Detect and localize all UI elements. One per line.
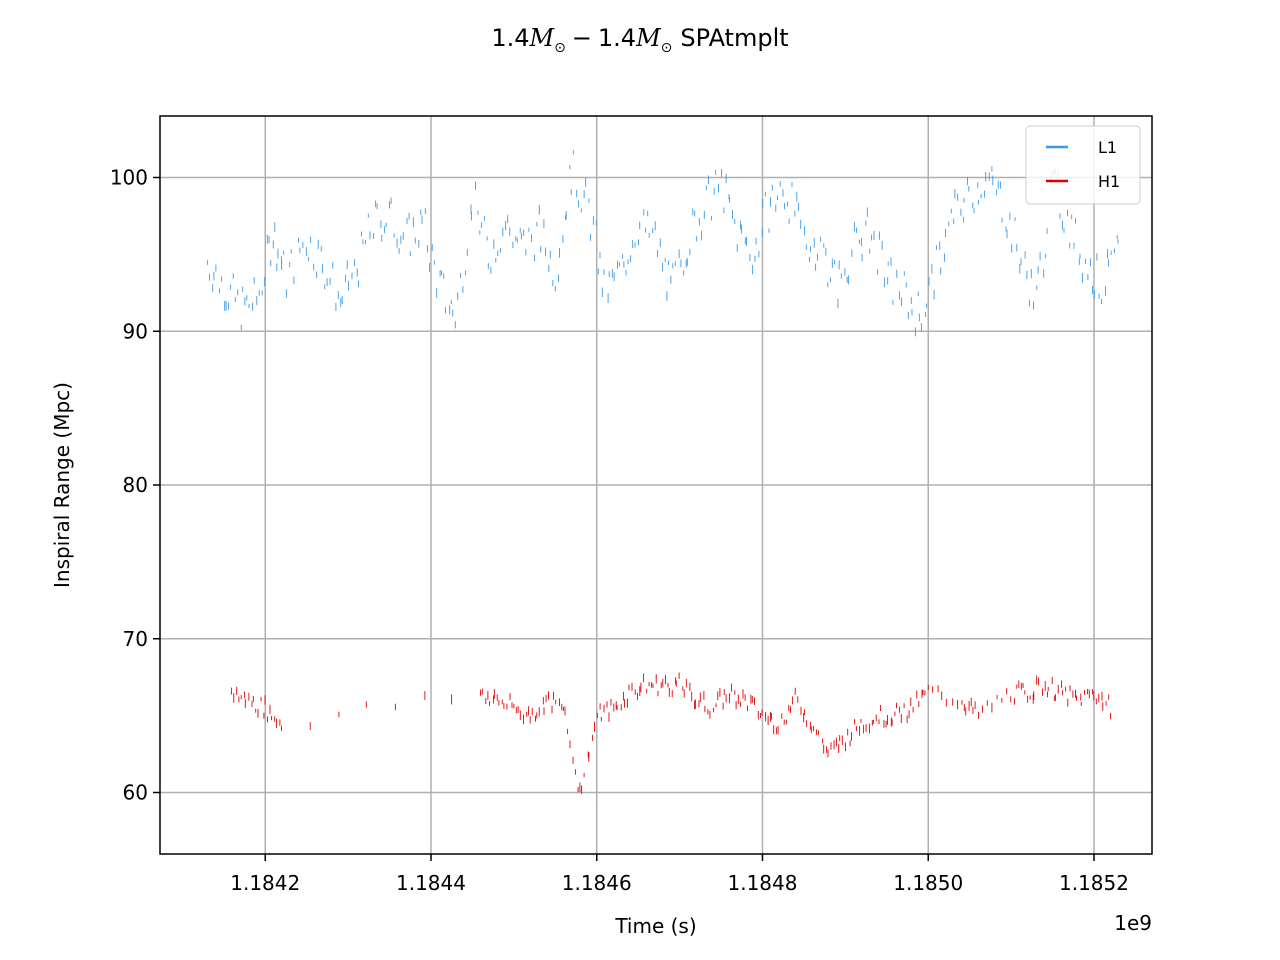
legend: L1 H1 [1025, 125, 1141, 205]
title-mass2-value: 1.4 [598, 24, 636, 52]
y-tick-label: 90 [123, 319, 148, 343]
title-mass-symbol: M [528, 24, 555, 52]
plot-frame [159, 115, 1153, 855]
series-l1 [206, 150, 1119, 337]
axis-ticks: 1.1842 1.1844 1.1846 1.1848 1.1850 1.1852 60 70… [110, 166, 1129, 896]
x-axis-label: Time (s) [614, 914, 696, 938]
x-tick-label: 1.1848 [728, 871, 798, 895]
x-tick-label: 1.1852 [1059, 871, 1129, 895]
legend-label-h1: H1 [1098, 172, 1120, 191]
grid [160, 116, 1152, 854]
x-tick-label: 1.1842 [230, 871, 300, 895]
y-tick-label: 80 [123, 473, 148, 497]
legend-box [1025, 125, 1141, 205]
title-mass-symbol-2: M [635, 24, 662, 52]
y-axis-label: Inspiral Range (Mpc) [50, 382, 74, 588]
series-h1 [230, 672, 1112, 794]
title-sun-symbol: ⊙ [554, 40, 566, 56]
title-operator: − [572, 24, 592, 52]
legend-label-l1: L1 [1098, 138, 1117, 157]
title-suffix: SPAtmplt [680, 24, 788, 52]
chart-title: 1.4M⊙ −1.4M⊙ SPAtmplt [491, 24, 788, 56]
y-tick-label: 60 [123, 781, 148, 805]
title-sun-symbol-2: ⊙ [661, 40, 673, 56]
x-tick-label: 1.1844 [396, 871, 466, 895]
y-tick-label: 100 [110, 166, 148, 190]
x-tick-label: 1.1846 [562, 871, 632, 895]
title-mass1-value: 1.4 [491, 24, 529, 52]
series-layer [206, 150, 1119, 794]
x-tick-label: 1.1850 [893, 871, 963, 895]
y-tick-label: 70 [123, 627, 148, 651]
x-offset-label: 1e9 [1114, 911, 1152, 935]
